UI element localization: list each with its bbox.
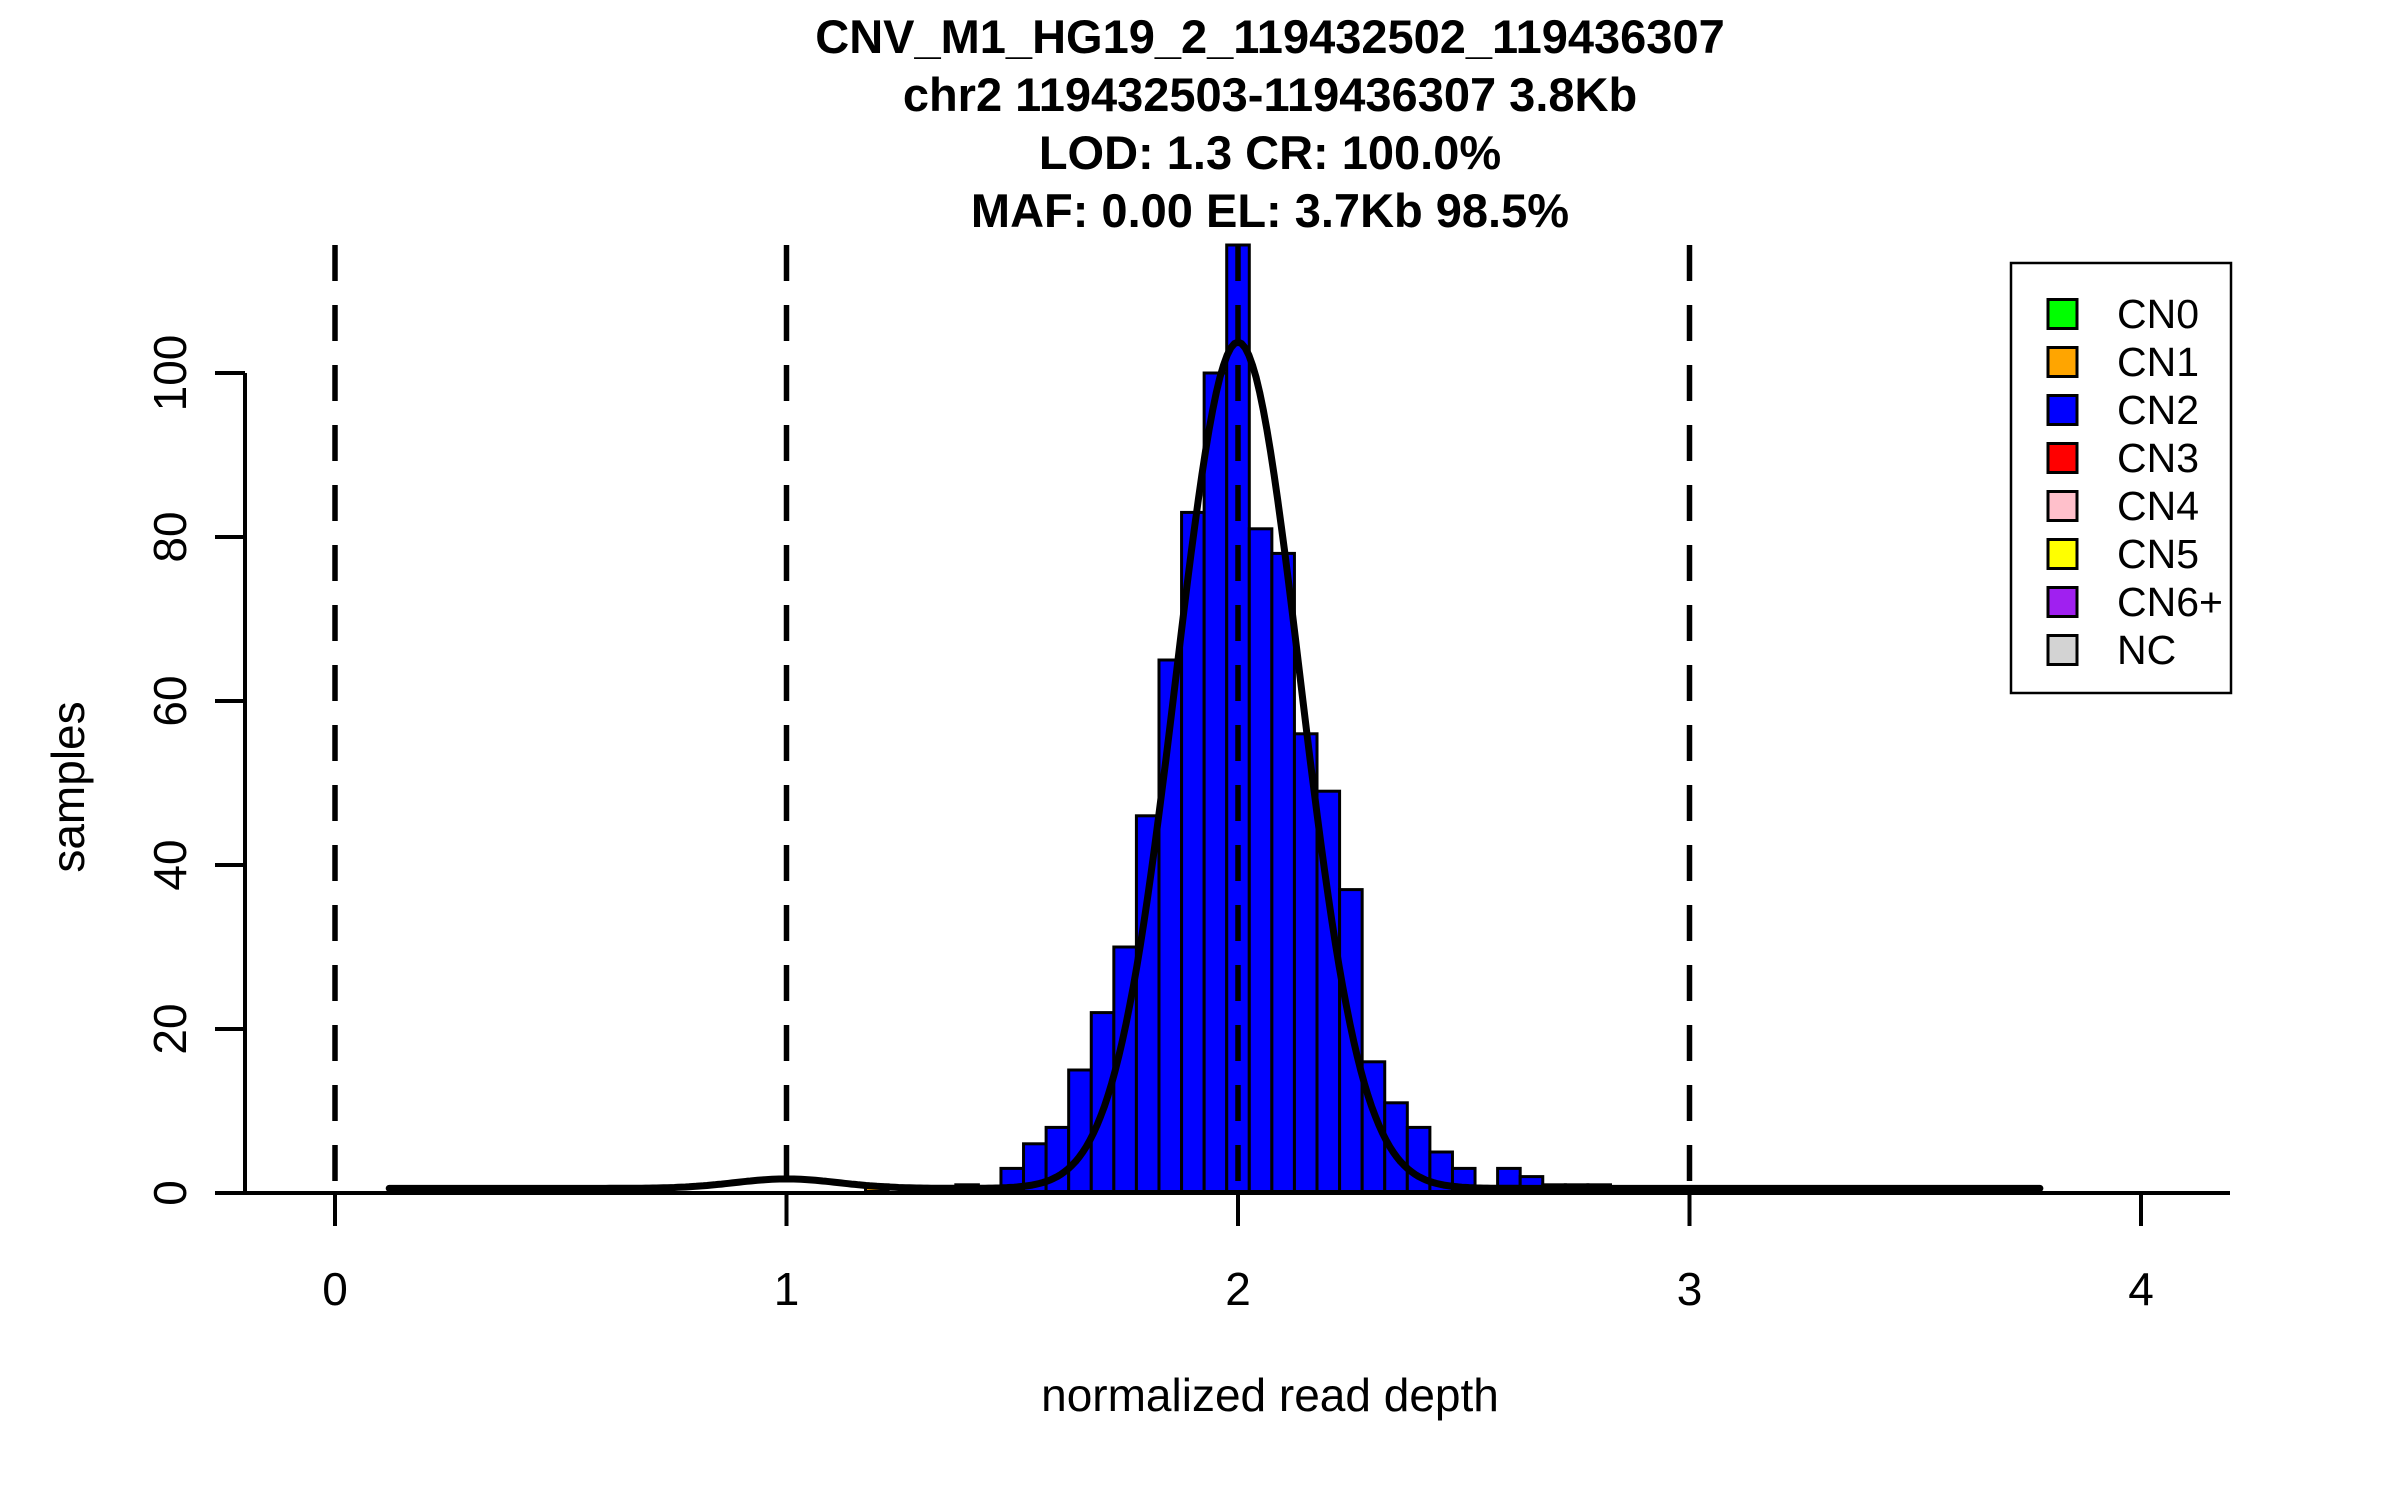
legend-label-cn0: CN0 <box>2117 291 2199 337</box>
y-tick-label: 60 <box>144 675 196 726</box>
legend-swatch-cn5 <box>2046 538 2079 570</box>
title-line-3: LOD: 1.3 CR: 100.0% <box>1038 126 1502 179</box>
x-tick-label: 3 <box>1677 1263 1703 1315</box>
y-tick-label: 100 <box>144 335 196 412</box>
histogram-bar <box>1270 551 1296 1193</box>
x-tick-label: 1 <box>774 1263 800 1315</box>
legend-label-cn2: CN2 <box>2117 387 2199 433</box>
legend-swatch-cn6 <box>2046 586 2079 618</box>
y-axis-label: samples <box>42 701 94 873</box>
x-tick-label: 2 <box>1225 1263 1251 1315</box>
y-tick-label: 40 <box>144 839 196 890</box>
title-line-1: CNV_M1_HG19_2_119432502_119436307 <box>815 10 1725 63</box>
y-tick-label: 20 <box>144 1003 196 1054</box>
plot-title-block: CNV_M1_HG19_2_119432502_119436307 chr2 1… <box>270 8 2270 240</box>
y-tick-label: 80 <box>144 511 196 562</box>
legend-swatch-cn4 <box>2046 490 2079 522</box>
legend-label-cn4: CN4 <box>2117 483 2199 529</box>
title-line-2: chr2 119432503-119436307 3.8Kb <box>902 68 1638 121</box>
x-tick-label: 4 <box>2128 1263 2154 1315</box>
histogram-bar <box>1067 1068 1093 1193</box>
legend-label-cn5: CN5 <box>2117 531 2199 577</box>
legend-swatch-cn2 <box>2046 394 2079 426</box>
gaussian-fit-curve <box>385 338 2044 1192</box>
legend-label-cn3: CN3 <box>2117 435 2199 481</box>
histogram-bar <box>1247 527 1274 1193</box>
legend-label-cn6: CN6+ <box>2117 579 2223 625</box>
legend-box <box>2009 261 2233 695</box>
legend-label-nc: NC <box>2117 627 2176 673</box>
legend-swatch-cn3 <box>2046 442 2079 474</box>
legend-swatch-cn0 <box>2046 298 2079 330</box>
legend-swatch-cn1 <box>2046 346 2079 378</box>
x-axis-label: normalized read depth <box>1041 1369 1499 1421</box>
histogram-bar <box>1202 371 1229 1193</box>
title-line-4: MAF: 0.00 EL: 3.7Kb 98.5% <box>970 184 1570 237</box>
legend-swatch-nc <box>2046 634 2079 666</box>
x-tick-label: 0 <box>322 1263 348 1315</box>
legend-label-cn1: CN1 <box>2117 339 2199 385</box>
y-tick-label: 0 <box>144 1180 196 1206</box>
